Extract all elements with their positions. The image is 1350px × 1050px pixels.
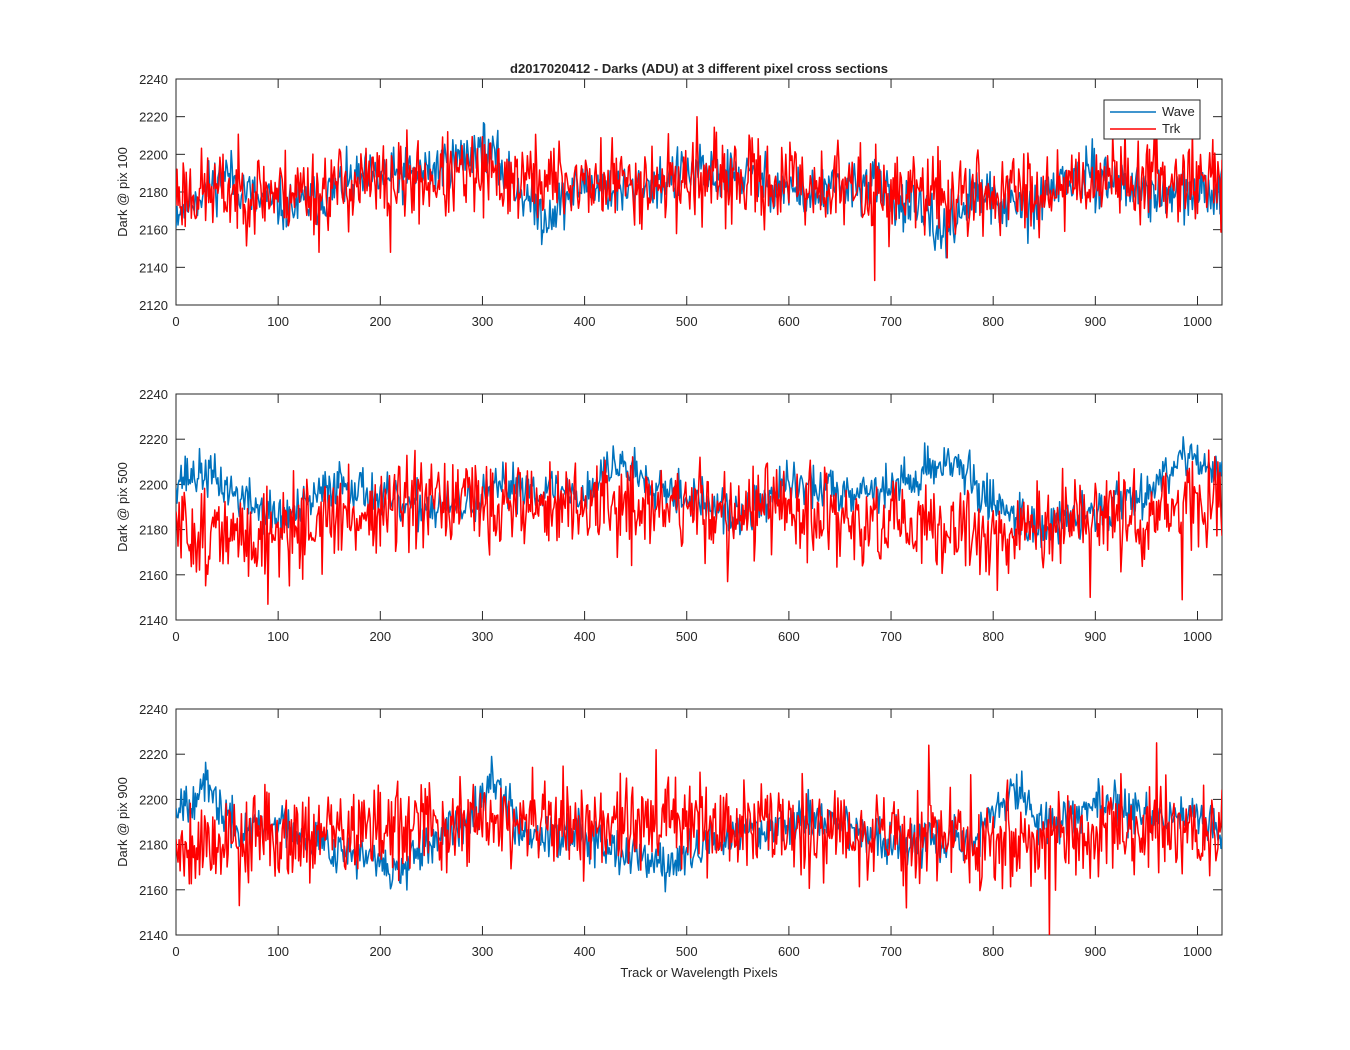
x-tick-label: 0 — [172, 944, 179, 959]
x-tick-label: 800 — [982, 944, 1004, 959]
y-tick-label: 2240 — [139, 72, 168, 87]
y-tick-label: 2160 — [139, 568, 168, 583]
x-tick-label: 200 — [369, 629, 391, 644]
x-tick-label: 900 — [1084, 944, 1106, 959]
x-tick-label: 500 — [676, 314, 698, 329]
x-tick-label: 1000 — [1183, 629, 1212, 644]
x-tick-label: 600 — [778, 314, 800, 329]
y-tick-label: 2140 — [139, 613, 168, 628]
x-tick-label: 200 — [369, 314, 391, 329]
x-tick-label: 800 — [982, 314, 1004, 329]
y-tick-label: 2180 — [139, 523, 168, 538]
x-tick-label: 500 — [676, 629, 698, 644]
legend-box — [1103, 99, 1201, 140]
x-tick-label: 100 — [267, 629, 289, 644]
series-line-trk — [176, 115, 1222, 282]
subplot-1: 0 100 200 300 400 500 600 700 800 900 1000 2120 2140… — [115, 72, 1223, 329]
x-tick-label: 300 — [472, 314, 494, 329]
y-tick-label: 2200 — [139, 477, 168, 492]
series-group — [176, 115, 1222, 282]
x-tick-label: 800 — [982, 629, 1004, 644]
figure-title: d2017020412 - Darks (ADU) at 3 different… — [510, 61, 888, 76]
y-tick-label: 2180 — [139, 185, 168, 200]
x-tick-label: 900 — [1084, 314, 1106, 329]
legend-label-wave: Wave — [1162, 104, 1195, 119]
y-tick-label: 2220 — [139, 432, 168, 447]
x-tick-label: 300 — [472, 944, 494, 959]
y-tick-label: 2240 — [139, 702, 168, 717]
subplot-2: 0 100 200 300 400 500 600 700 800 900 1000 2140 2160… — [115, 387, 1223, 644]
y-axis-label: Dark @ pix 100 — [115, 147, 130, 237]
series-group — [176, 742, 1222, 935]
y-tick-label: 2160 — [139, 223, 168, 238]
x-tick-label: 700 — [880, 944, 902, 959]
x-tick-label: 700 — [880, 314, 902, 329]
y-tick-label: 2180 — [139, 838, 168, 853]
x-tick-label: 100 — [267, 314, 289, 329]
series-line-wave — [176, 436, 1222, 549]
legend: Wave Trk — [1103, 99, 1201, 140]
x-tick-label: 1000 — [1183, 314, 1212, 329]
x-tick-label: 600 — [778, 629, 800, 644]
subplot-3: 0 100 200 300 400 500 600 700 800 900 1000 2140 2160… — [115, 702, 1223, 959]
y-tick-label: 2140 — [139, 260, 168, 275]
x-tick-label: 900 — [1084, 629, 1106, 644]
x-tick-label: 700 — [880, 629, 902, 644]
y-tick-label: 2200 — [139, 792, 168, 807]
y-tick-label: 2220 — [139, 110, 168, 125]
x-tick-label: 0 — [172, 314, 179, 329]
y-tick-label: 2220 — [139, 747, 168, 762]
x-tick-label: 200 — [369, 944, 391, 959]
x-tick-label: 1000 — [1183, 944, 1212, 959]
y-axis-label: Dark @ pix 900 — [115, 777, 130, 867]
x-tick-label: 300 — [472, 629, 494, 644]
y-tick-label: 2160 — [139, 883, 168, 898]
y-tick-label: 2120 — [139, 298, 168, 313]
series-line-trk — [176, 742, 1222, 935]
x-tick-label: 600 — [778, 944, 800, 959]
y-axis-label: Dark @ pix 500 — [115, 462, 130, 552]
x-tick-label: 400 — [574, 314, 596, 329]
x-tick-label: 0 — [172, 629, 179, 644]
legend-label-trk: Trk — [1162, 121, 1181, 136]
x-tick-label: 100 — [267, 944, 289, 959]
x-tick-label: 400 — [574, 944, 596, 959]
x-tick-label: 400 — [574, 629, 596, 644]
y-tick-label: 2240 — [139, 387, 168, 402]
series-line-trk — [176, 449, 1222, 605]
y-tick-label: 2140 — [139, 928, 168, 943]
x-axis-label: Track or Wavelength Pixels — [620, 965, 778, 980]
series-group — [176, 436, 1222, 605]
y-tick-label: 2200 — [139, 147, 168, 162]
x-tick-label: 500 — [676, 944, 698, 959]
